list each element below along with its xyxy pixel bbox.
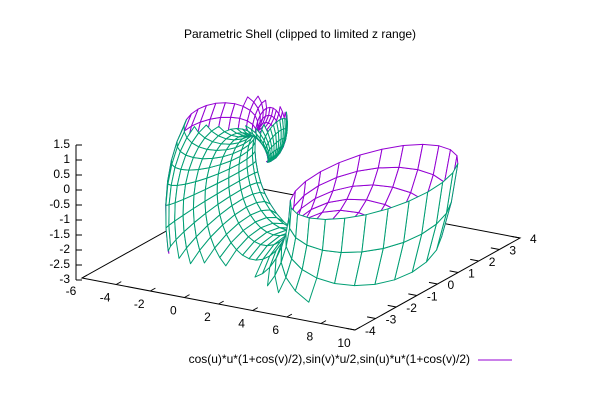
y-tick-label: -4 [365, 324, 376, 338]
x-tick-label: 4 [238, 317, 245, 331]
y-tick-label: -1 [427, 290, 438, 304]
x-tick-label: 2 [204, 310, 211, 324]
x-tick [320, 320, 327, 324]
x-tick-label: -2 [134, 297, 145, 311]
y-tick [511, 235, 521, 239]
y-tick [408, 293, 417, 296]
surface-facet [168, 202, 176, 226]
z-tick-label: -3 [59, 272, 70, 286]
chart-title: Parametric Shell (clipped to limited z r… [184, 27, 416, 41]
z-tick-label: -1 [59, 212, 70, 226]
x-tick [286, 313, 293, 318]
legend-label: cos(u)*u*(1+cos(v)/2),sin(v)*u/2,sin(u)*… [189, 352, 470, 366]
x-tick [218, 300, 224, 305]
y-tick-label: 1 [468, 267, 475, 281]
x-tick [184, 294, 190, 298]
y-tick [428, 281, 438, 285]
x-tick-label: -6 [66, 284, 77, 298]
x-tick-label: 10 [337, 336, 351, 350]
x-tick [115, 281, 122, 285]
z-tick-label: -1.5 [49, 227, 70, 241]
x-tick [81, 274, 88, 279]
y-tick [449, 270, 459, 273]
y-tick-label: -3 [386, 313, 397, 327]
surface-facet [361, 208, 389, 253]
surface-facet [269, 124, 277, 138]
y-tick-label: 0 [448, 278, 455, 292]
z-tick-label: 1 [63, 152, 70, 166]
surface-facet [261, 124, 269, 137]
y-tick [490, 247, 500, 250]
z-tick-label: -0.5 [49, 197, 70, 211]
x-tick-label: 8 [307, 330, 314, 344]
x-tick-label: 6 [272, 323, 279, 337]
y-tick-label: -2 [406, 301, 417, 315]
z-tick-label: 0.5 [53, 167, 70, 181]
x-tick-label: 0 [170, 304, 177, 318]
y-tick [470, 258, 479, 262]
y-tick-label: 3 [509, 244, 516, 258]
surface-facet [255, 128, 261, 139]
y-tick [346, 327, 356, 331]
z-tick-label: 0 [63, 182, 70, 196]
x-tick [150, 287, 156, 292]
z-tick-label: -2.5 [49, 257, 70, 271]
x-tick-label: -4 [100, 291, 111, 305]
x-tick [354, 326, 361, 331]
y-tick [367, 316, 376, 319]
z-tick-label: -2 [59, 242, 70, 256]
y-tick-label: 4 [530, 232, 537, 246]
z-tick-label: 1.5 [53, 137, 70, 151]
surface [165, 95, 459, 303]
x-tick [252, 307, 259, 311]
y-tick [387, 304, 397, 308]
surface-facet [219, 242, 237, 267]
y-tick-label: 2 [489, 255, 496, 269]
